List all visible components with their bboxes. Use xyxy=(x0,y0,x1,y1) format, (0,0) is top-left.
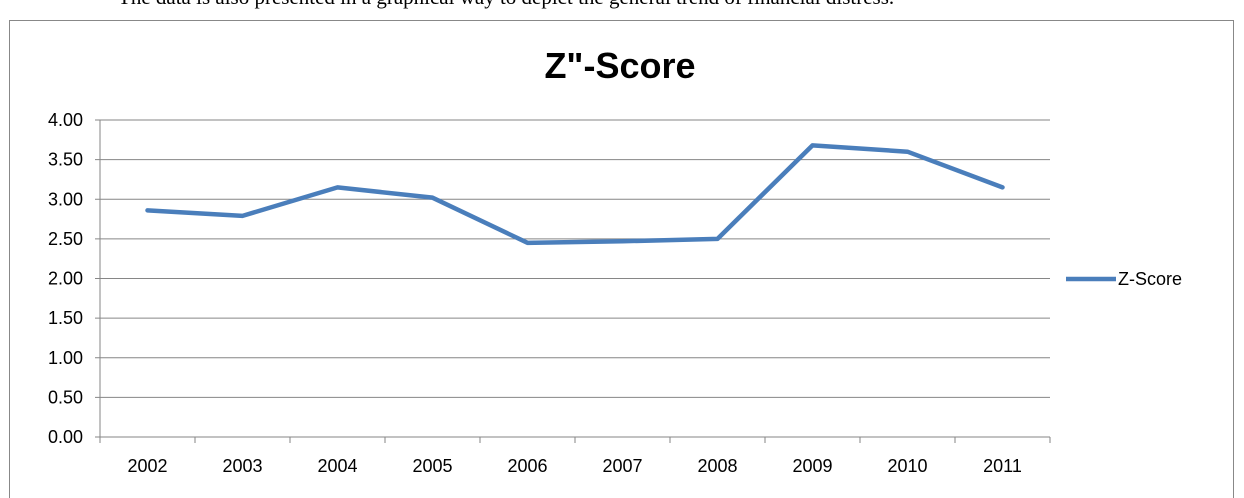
x-tick-label: 2011 xyxy=(983,456,1022,476)
y-tick-label: 3.50 xyxy=(48,150,83,170)
x-tick-label: 2008 xyxy=(697,456,737,476)
x-tick-label: 2002 xyxy=(127,456,167,476)
caption: The data is also presented in a graphica… xyxy=(118,0,894,9)
chart-title: Z"-Score xyxy=(544,45,695,86)
x-tick-label: 2005 xyxy=(412,456,452,476)
y-tick-label: 2.50 xyxy=(48,229,83,249)
x-tick-label: 2004 xyxy=(317,456,357,476)
y-tick-label: 1.50 xyxy=(48,308,83,328)
y-tick-label: 0.50 xyxy=(48,387,83,407)
x-tick-label: 2007 xyxy=(602,456,642,476)
chart-frame xyxy=(9,20,1234,498)
x-tick-label: 2003 xyxy=(222,456,262,476)
x-tick-label: 2010 xyxy=(887,456,927,476)
y-tick-label: 1.00 xyxy=(48,348,83,368)
y-tick-label: 4.00 xyxy=(48,110,83,130)
y-tick-label: 2.00 xyxy=(48,269,83,289)
legend-label: Z-Score xyxy=(1118,269,1182,289)
y-tick-label: 3.00 xyxy=(48,189,83,209)
x-tick-label: 2006 xyxy=(507,456,547,476)
y-tick-label: 0.00 xyxy=(48,427,83,447)
data-line xyxy=(145,143,1005,246)
x-tick-label: 2009 xyxy=(792,456,832,476)
